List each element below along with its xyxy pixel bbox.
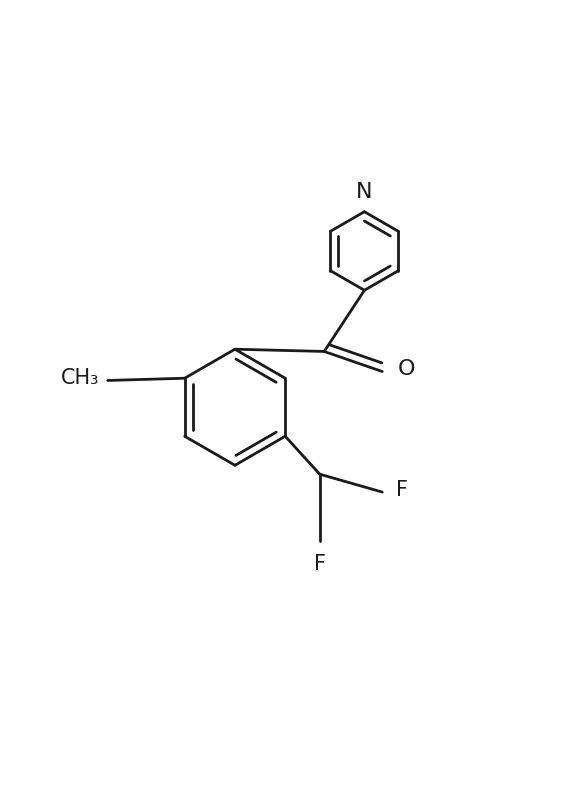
Text: CH₃: CH₃	[61, 368, 100, 388]
Text: O: O	[398, 359, 415, 379]
Text: N: N	[356, 182, 373, 202]
Text: F: F	[396, 480, 408, 500]
Text: F: F	[314, 553, 326, 573]
